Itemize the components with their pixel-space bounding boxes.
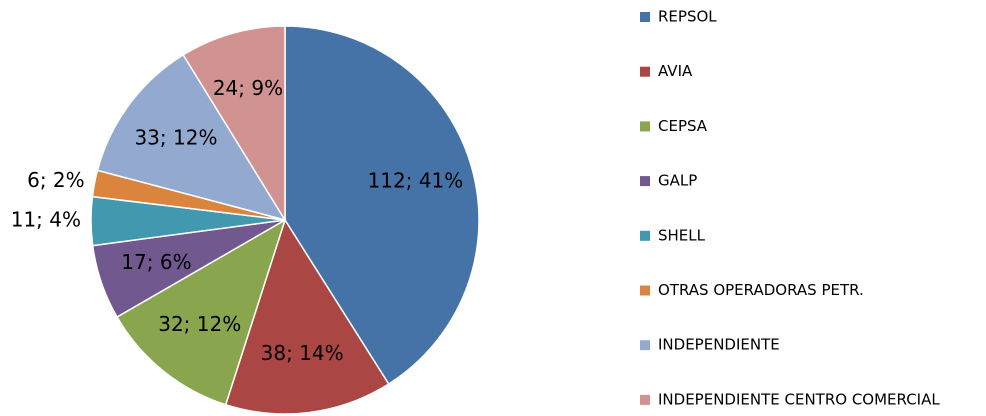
pie-slice <box>284 25 480 386</box>
pie-slice <box>182 25 286 223</box>
data-label: 11; 4% <box>11 208 81 232</box>
legend-swatch <box>640 66 650 77</box>
pie-slice <box>96 53 287 222</box>
legend-swatch <box>640 340 650 351</box>
legend-label: SHELL <box>658 226 706 244</box>
data-label: 112; 41% <box>368 169 464 193</box>
legend-label: CEPSA <box>658 117 708 135</box>
legend-swatch <box>640 285 650 296</box>
data-label: 24; 9% <box>213 76 283 100</box>
legend-label: REPSOL <box>658 8 717 26</box>
data-label: 32; 12% <box>158 312 241 336</box>
data-label: 17; 6% <box>121 250 191 274</box>
legend-swatch <box>640 121 650 132</box>
legend-swatch <box>640 176 650 187</box>
legend-swatch <box>640 394 650 405</box>
data-label: 33; 12% <box>134 126 217 150</box>
legend-label: INDEPENDIENTE <box>658 336 780 354</box>
legend-label: INDEPENDIENTE CENTRO COMERCIAL <box>658 390 940 408</box>
pie-slice <box>224 218 390 415</box>
data-label: 6; 2% <box>27 168 85 192</box>
pie-slice <box>115 218 287 406</box>
legend-label: OTRAS OPERADORAS PETR. <box>658 281 864 299</box>
legend-label: AVIA <box>658 62 693 80</box>
data-label: 38; 14% <box>261 341 344 365</box>
legend-swatch <box>640 12 650 22</box>
legend-swatch <box>640 230 650 241</box>
legend-label: GALP <box>658 172 697 190</box>
